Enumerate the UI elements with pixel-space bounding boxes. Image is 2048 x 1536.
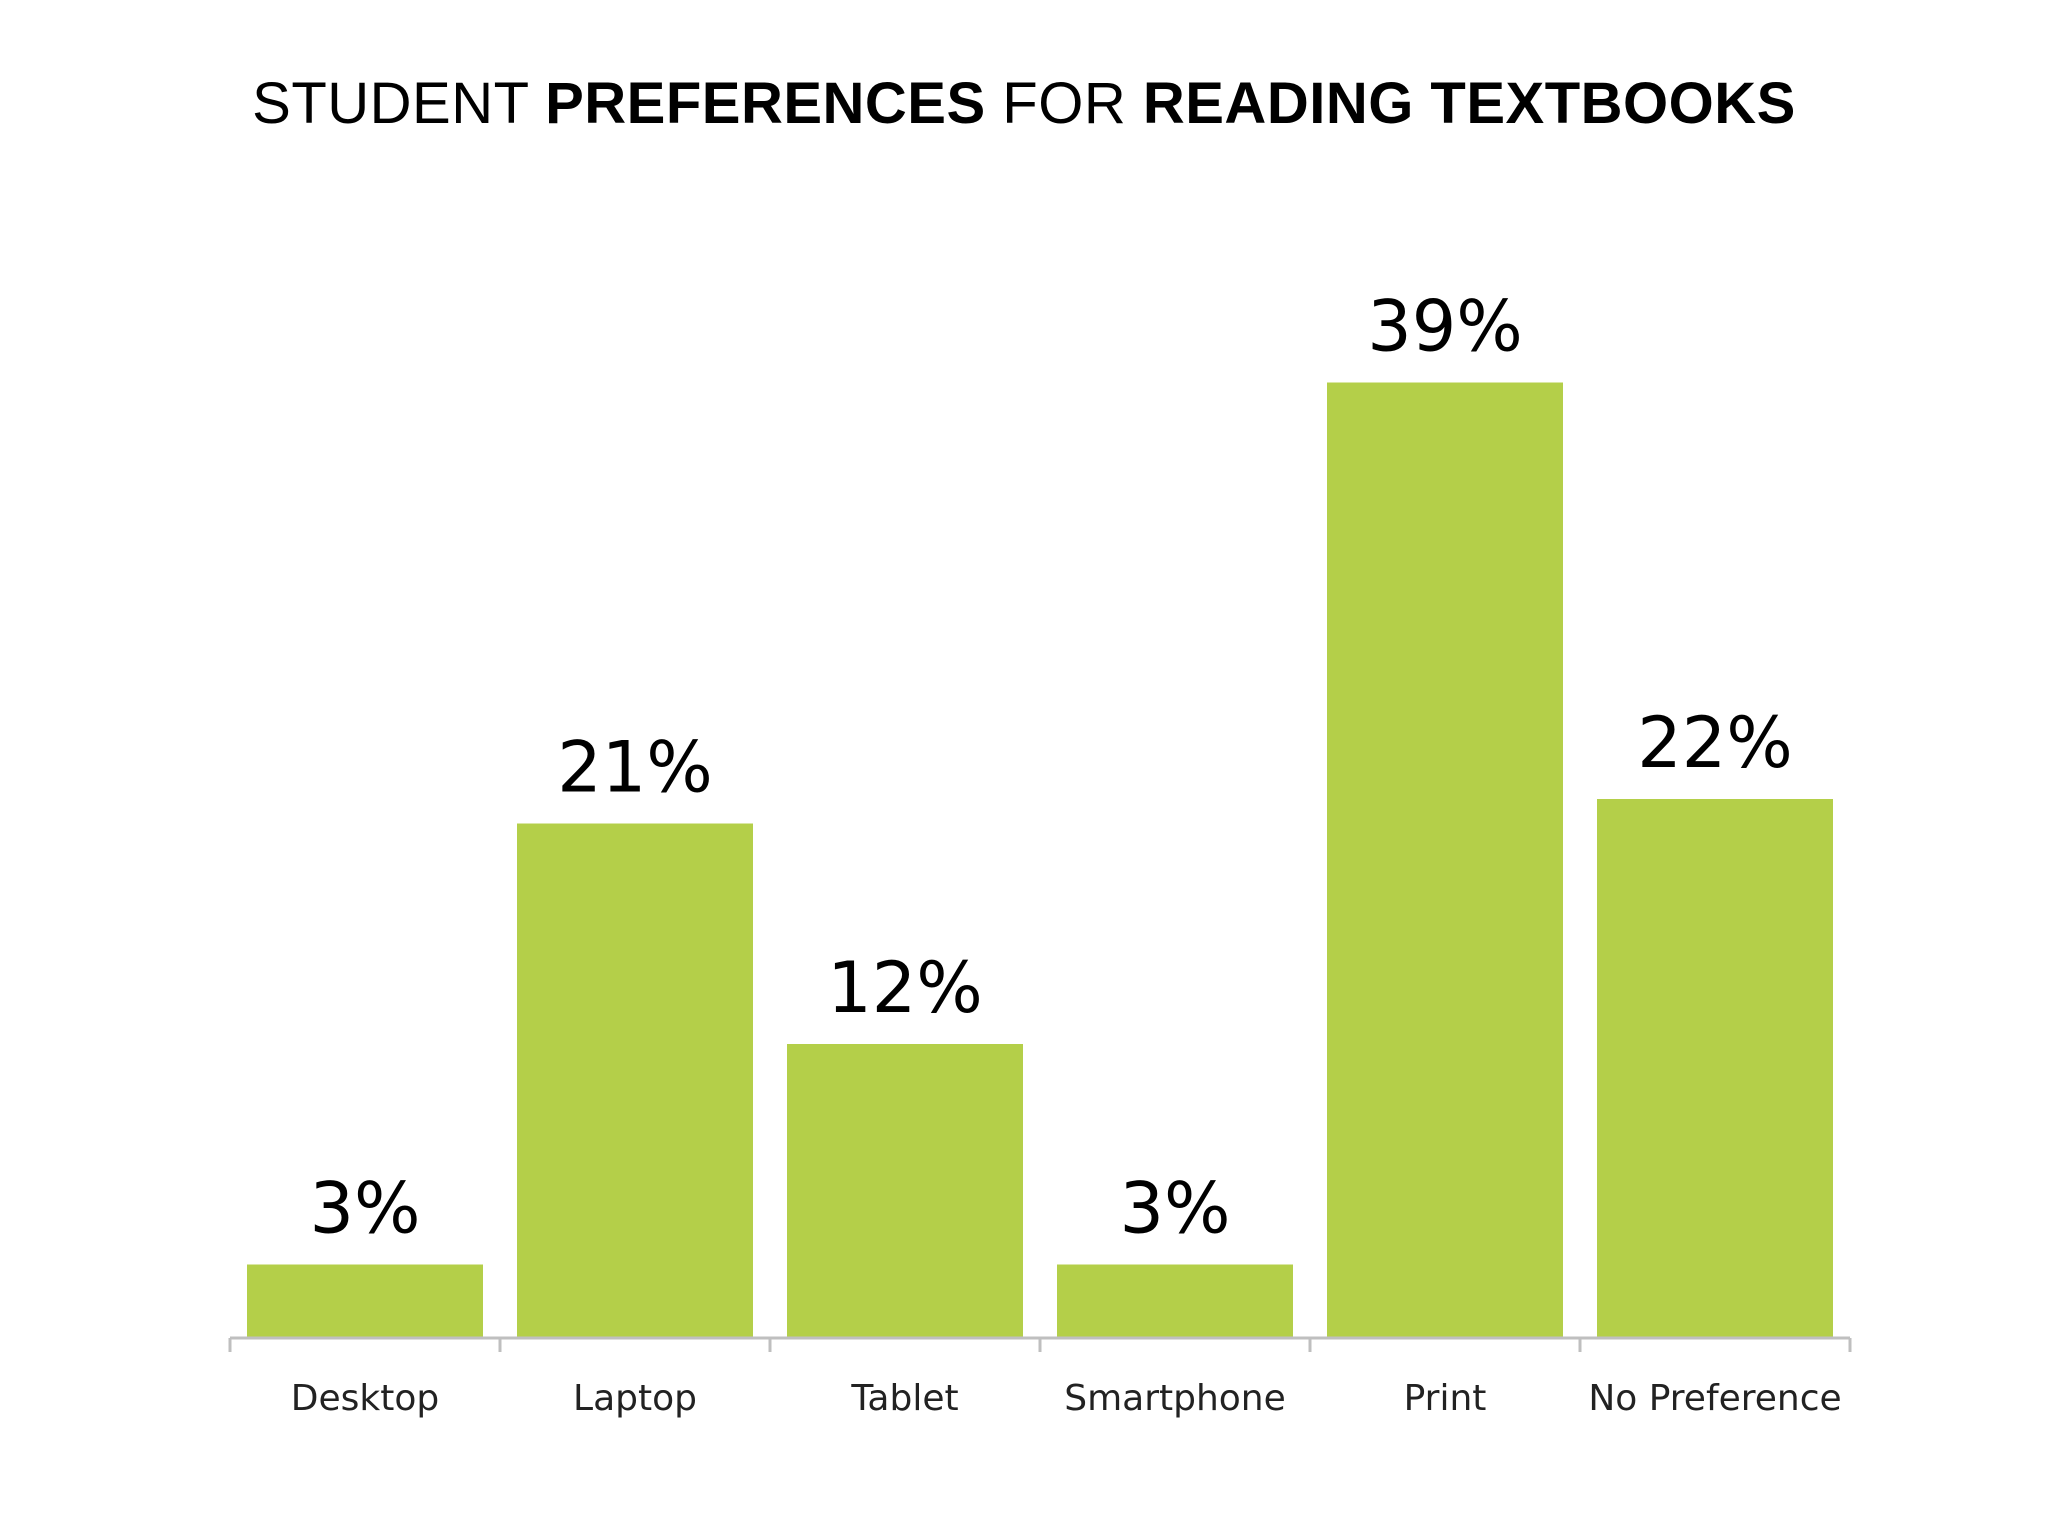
bar-smartphone — [1057, 1264, 1293, 1338]
title-part-3: FOR — [985, 71, 1143, 136]
data-label-desktop: 3% — [309, 1168, 420, 1250]
data-label-laptop: 21% — [557, 727, 713, 809]
data-label-smartphone: 3% — [1119, 1168, 1230, 1250]
title-part-2: PREFERENCES — [545, 71, 986, 136]
data-label-no-preference: 22% — [1637, 702, 1793, 784]
tick-label-no-preference: No Preference — [1588, 1378, 1841, 1419]
tick-label-laptop: Laptop — [573, 1378, 697, 1419]
bar-no-preference — [1597, 799, 1833, 1338]
chart-title: STUDENT PREFERENCES FOR READING TEXTBOOK… — [0, 70, 2048, 137]
data-label-print: 39% — [1367, 286, 1523, 368]
bar-laptop — [517, 823, 753, 1338]
data-label-tablet: 12% — [827, 947, 983, 1029]
title-part-1: STUDENT — [252, 71, 546, 136]
bar-tablet — [787, 1044, 1023, 1338]
title-part-4: READING TEXTBOOKS — [1142, 71, 1796, 136]
tick-label-tablet: Tablet — [850, 1378, 958, 1419]
bar-print — [1327, 382, 1563, 1338]
tick-label-print: Print — [1404, 1378, 1487, 1419]
tick-label-smartphone: Smartphone — [1064, 1378, 1286, 1419]
tick-label-desktop: Desktop — [291, 1378, 439, 1419]
bar-desktop — [247, 1264, 483, 1338]
